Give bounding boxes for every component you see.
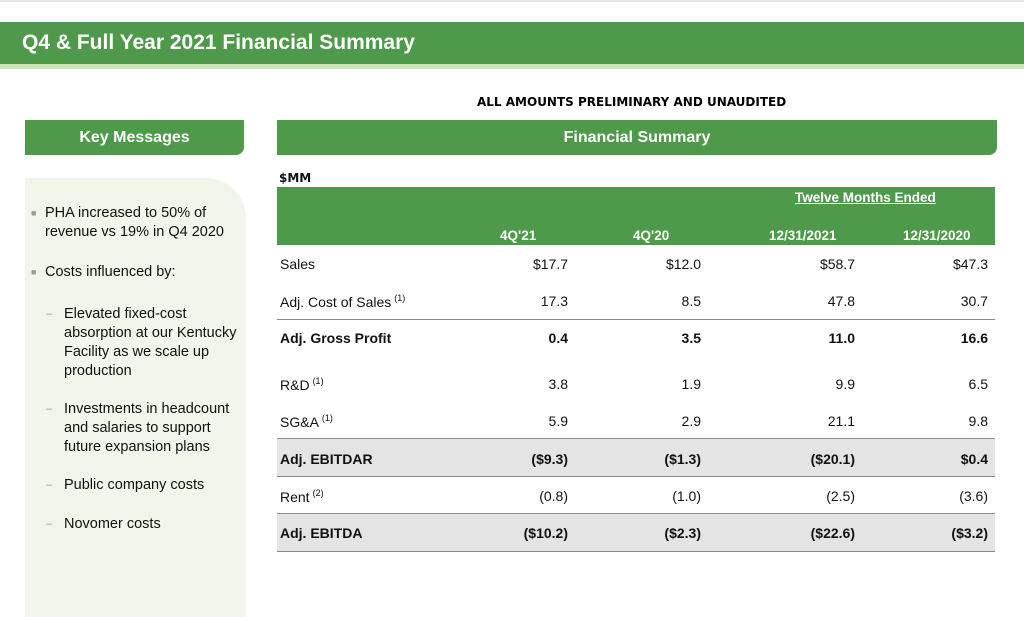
sub-bullet-text: Novomer costs xyxy=(64,516,161,532)
table-cell: 1.9 xyxy=(681,376,701,392)
ebitda-row-shade xyxy=(277,514,995,551)
table-cell: 5.9 xyxy=(548,413,568,429)
table-cell: $58.7 xyxy=(819,256,855,272)
key-message-sub-bullet: – Public company costs xyxy=(46,476,244,495)
table-cell: (1.0) xyxy=(672,488,701,504)
table-cell: 8.5 xyxy=(681,293,701,309)
table-cell: (0.8) xyxy=(539,488,568,504)
page-title: Q4 & Full Year 2021 Financial Summary xyxy=(22,31,415,54)
row-label: SG&A (1) xyxy=(280,413,333,430)
sub-bullet-text: Elevated fixed-cost absorption at our Ke… xyxy=(64,306,237,379)
title-accent-stripe xyxy=(0,64,1024,69)
key-message-sub-bullet: – Elevated fixed-cost absorption at our … xyxy=(46,305,244,381)
row-label: Adj. EBITDAR xyxy=(280,451,373,467)
column-header-4q20: 4Q'20 xyxy=(633,228,670,243)
table-cell: (3.6) xyxy=(959,488,988,504)
table-cell: 3.5 xyxy=(681,330,701,346)
title-bar: Q4 & Full Year 2021 Financial Summary xyxy=(0,0,1024,70)
table-cell: $0.4 xyxy=(960,451,988,467)
table-cell: ($2.3) xyxy=(664,525,701,541)
table-cell: 2.9 xyxy=(681,413,701,429)
dash-bullet-icon: – xyxy=(46,479,53,491)
row-label-text: Adj. EBITDA xyxy=(280,525,363,541)
rule-line xyxy=(277,438,995,439)
table-cell: ($20.1) xyxy=(810,451,855,467)
title-band xyxy=(0,22,1024,64)
table-cell: 11.0 xyxy=(828,330,855,346)
key-messages-header: Key Messages xyxy=(25,120,244,155)
key-message-sub-bullet: – Novomer costs xyxy=(46,515,244,534)
row-label-text: R&D xyxy=(280,377,310,393)
bullet-text: Costs influenced by: xyxy=(45,264,176,280)
table-cell: 47.8 xyxy=(827,293,855,309)
row-label-text: Sales xyxy=(280,256,316,272)
row-label: Adj. EBITDA xyxy=(280,525,362,541)
row-label: Adj. Cost of Sales (1) xyxy=(280,293,405,310)
square-bullet-icon: ■ xyxy=(31,267,37,277)
row-label: Adj. Gross Profit xyxy=(280,330,391,346)
rule-line xyxy=(277,319,995,320)
table-cell: ($22.6) xyxy=(810,525,855,541)
table-cell: $17.7 xyxy=(532,256,568,272)
top-border xyxy=(0,0,1024,2)
square-bullet-icon: ■ xyxy=(31,208,37,218)
row-label: Sales xyxy=(280,256,315,272)
column-header-4q21: 4Q'21 xyxy=(500,228,537,243)
unit-label: $MM xyxy=(279,171,312,185)
footnote-marker: (1) xyxy=(394,293,406,303)
table-cell: 17.3 xyxy=(540,293,568,309)
table-cell: 21.1 xyxy=(827,413,855,429)
table-cell: ($3.2) xyxy=(951,525,988,541)
row-label-text: Adj. EBITDAR xyxy=(280,451,373,467)
row-label-text: Adj. Gross Profit xyxy=(280,330,392,346)
table-cell: 0.4 xyxy=(548,330,568,346)
row-label: R&D (1) xyxy=(280,376,324,393)
table-cell: 9.8 xyxy=(968,413,988,429)
rule-line xyxy=(277,513,995,514)
preliminary-note: ALL AMOUNTS PRELIMINARY AND UNAUDITED xyxy=(477,95,787,109)
row-label: Rent (2) xyxy=(280,488,324,505)
ebitdar-row-shade xyxy=(277,439,995,476)
row-label-text: SG&A xyxy=(280,414,319,430)
row-label-text: Adj. Cost of Sales xyxy=(280,294,392,310)
rule-line xyxy=(277,551,995,552)
twelve-months-header: Twelve Months Ended xyxy=(795,190,936,205)
financial-summary-header: Financial Summary xyxy=(277,120,997,155)
footnote-marker: (1) xyxy=(312,376,324,386)
table-cell: $47.3 xyxy=(952,256,988,272)
table-cell: 16.6 xyxy=(960,330,988,346)
bullet-text: PHA increased to 50% of revenue vs 19% i… xyxy=(45,205,224,240)
table-cell: (2.5) xyxy=(826,488,855,504)
table-cell: ($9.3) xyxy=(531,451,568,467)
column-header-fy2021: 12/31/2021 xyxy=(769,228,837,243)
table-cell: 6.5 xyxy=(968,376,988,392)
footnote-marker: (2) xyxy=(312,488,324,498)
key-message-bullet: ■ PHA increased to 50% of revenue vs 19%… xyxy=(31,204,245,242)
table-cell: 30.7 xyxy=(960,293,988,309)
key-message-bullet: ■ Costs influenced by: xyxy=(31,263,245,282)
table-cell: $12.0 xyxy=(665,256,701,272)
row-label-text: Rent xyxy=(280,489,310,505)
sub-bullet-text: Public company costs xyxy=(64,477,205,493)
sub-bullet-text: Investments in headcount and salaries to… xyxy=(64,401,230,455)
table-cell: ($10.2) xyxy=(523,525,568,541)
column-header-fy2020: 12/31/2020 xyxy=(903,228,971,243)
dash-bullet-icon: – xyxy=(46,403,53,415)
table-cell: 3.8 xyxy=(548,376,568,392)
rule-line xyxy=(277,476,995,477)
key-messages-panel xyxy=(25,178,246,617)
key-message-sub-bullet: – Investments in headcount and salaries … xyxy=(46,400,246,457)
table-cell: ($1.3) xyxy=(664,451,701,467)
table-header xyxy=(277,187,995,245)
footnote-marker: (1) xyxy=(321,413,333,423)
dash-bullet-icon: – xyxy=(46,308,53,320)
table-cell: 9.9 xyxy=(835,376,855,392)
dash-bullet-icon: – xyxy=(46,518,53,530)
